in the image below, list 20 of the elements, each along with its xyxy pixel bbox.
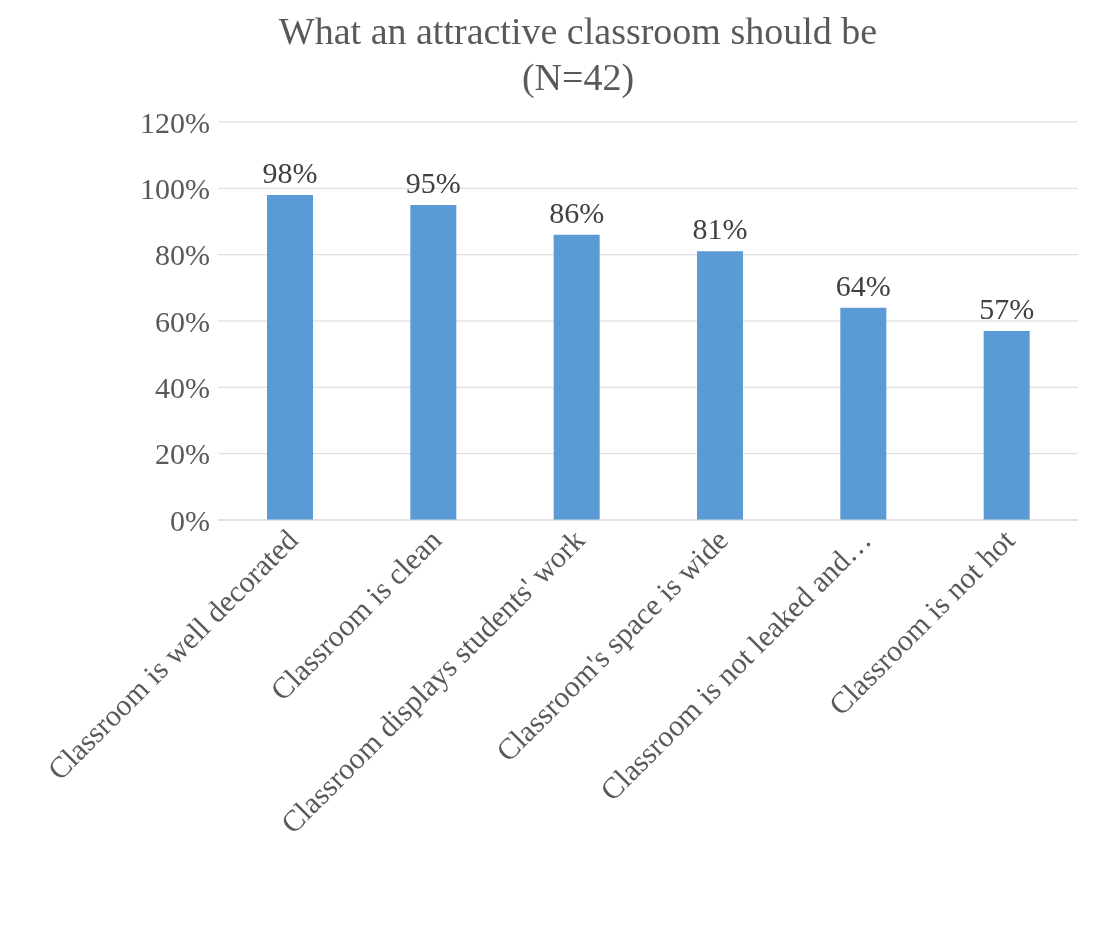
bar [553, 234, 600, 520]
y-tick-label: 0% [170, 503, 210, 537]
data-label: 86% [549, 195, 605, 229]
y-tick-label: 100% [140, 171, 210, 205]
bar [410, 204, 457, 520]
bar [697, 251, 743, 520]
y-tick-label: 120% [140, 105, 210, 139]
chart-title: What an attractive classroom should be (N=42) [277, 9, 879, 100]
data-label: 95% [405, 165, 461, 199]
y-tick-label: 80% [155, 238, 210, 272]
y-tick-label: 20% [155, 437, 210, 471]
y-tick-label: 40% [155, 370, 210, 404]
data-label: 57% [979, 291, 1035, 325]
data-label: 64% [835, 268, 891, 302]
bar [267, 194, 313, 520]
y-tick-label: 60% [155, 304, 210, 338]
bar [983, 330, 1030, 520]
data-label: 98% [262, 155, 318, 189]
data-label: 81% [692, 212, 748, 246]
bar [840, 307, 887, 520]
